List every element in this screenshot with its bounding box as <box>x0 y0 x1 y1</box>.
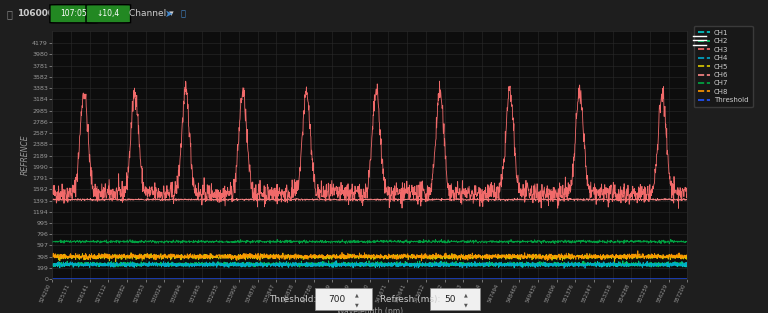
Text: ▼: ▼ <box>355 303 359 308</box>
Text: Channel ▾: Channel ▾ <box>129 9 174 18</box>
Text: ▼: ▼ <box>464 303 468 308</box>
Text: 107:05: 107:05 <box>61 9 87 18</box>
FancyBboxPatch shape <box>315 289 372 310</box>
Text: ▲: ▲ <box>464 293 468 298</box>
Text: 10600001:: 10600001: <box>17 9 70 18</box>
Text: ⬛: ⬛ <box>6 9 12 19</box>
Text: ↓10,4: ↓10,4 <box>97 9 120 18</box>
Text: ▲: ▲ <box>355 293 359 298</box>
FancyBboxPatch shape <box>430 289 480 310</box>
FancyBboxPatch shape <box>50 5 98 23</box>
Y-axis label: REFRENCE: REFRENCE <box>21 135 29 175</box>
Text: 50: 50 <box>445 295 455 304</box>
Text: Threshold:: Threshold: <box>269 295 316 304</box>
Legend: CH1, CH2, CH3, CH4, CH5, CH6, CH7, CH8, Threshold: CH1, CH2, CH3, CH4, CH5, CH6, CH7, CH8, … <box>694 26 753 107</box>
X-axis label: Wavelength (pm): Wavelength (pm) <box>336 307 403 313</box>
FancyBboxPatch shape <box>86 5 131 23</box>
Text: 700: 700 <box>328 295 345 304</box>
Text: ➤: ➤ <box>165 9 174 19</box>
Text: 📷: 📷 <box>180 9 186 18</box>
Text: Refresh (ms):: Refresh (ms): <box>380 295 441 304</box>
